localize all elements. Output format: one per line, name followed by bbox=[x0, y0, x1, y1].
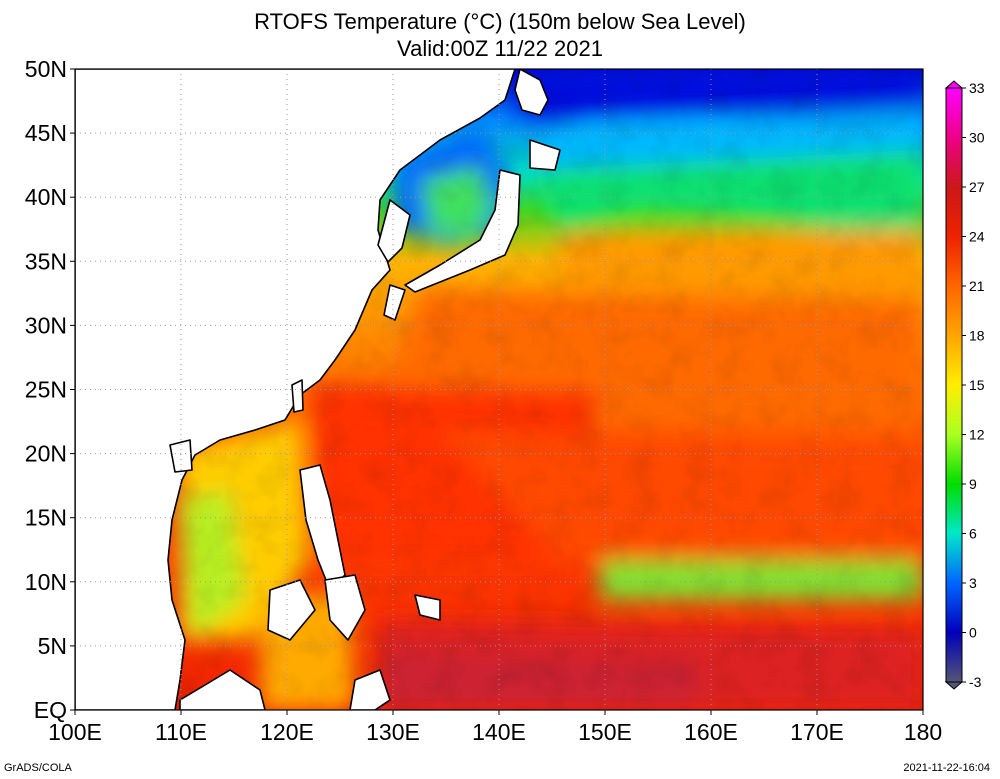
colorbar-label: 12 bbox=[969, 427, 985, 443]
lat-tick-label: 30N bbox=[25, 312, 67, 338]
lon-tick-label: 170E bbox=[790, 719, 844, 745]
lon-tick-label: 100E bbox=[48, 719, 102, 745]
lat-tick-label: 20N bbox=[25, 441, 67, 467]
colorbar-label: 24 bbox=[969, 229, 985, 245]
colorbar-min-arrow bbox=[944, 681, 964, 690]
lon-tick-label: 150E bbox=[578, 719, 632, 745]
longitude-axis: 100E 110E 120E 130E 140E 150E 160E 170E 180 bbox=[48, 710, 942, 745]
map-subtitle: Valid:00Z 11/22 2021 bbox=[397, 36, 603, 61]
lon-tick-label: 160E bbox=[684, 719, 738, 745]
colorbar-label: 33 bbox=[969, 80, 985, 96]
colorbar-label: -3 bbox=[969, 674, 982, 690]
colorbar-max-arrow bbox=[944, 80, 964, 89]
lat-tick-label: EQ bbox=[34, 697, 67, 723]
lat-tick-label: 5N bbox=[38, 633, 67, 659]
lat-tick-label: 10N bbox=[25, 569, 67, 595]
lon-tick-label: 130E bbox=[366, 719, 420, 745]
lon-tick-label: 110E bbox=[155, 719, 207, 745]
colorbar-label: 9 bbox=[969, 476, 977, 492]
colorbar-label: 21 bbox=[969, 278, 985, 294]
colorbar-label: 27 bbox=[969, 179, 985, 195]
footer-timestamp: 2021-11-22-16:04 bbox=[903, 762, 990, 774]
colorbar-label: 0 bbox=[969, 625, 977, 641]
lon-tick-label: 180 bbox=[904, 719, 942, 745]
lat-tick-label: 25N bbox=[25, 377, 67, 403]
lon-tick-label: 120E bbox=[260, 719, 314, 745]
colorbar-label: 6 bbox=[969, 526, 977, 542]
lat-tick-label: 15N bbox=[25, 505, 67, 531]
map-title: RTOFS Temperature (°C) (150m below Sea L… bbox=[254, 9, 746, 34]
lat-tick-label: 35N bbox=[25, 248, 67, 274]
colorbar-label: 30 bbox=[969, 130, 985, 146]
colorbar-label: 18 bbox=[969, 328, 985, 344]
colorbar-label: 15 bbox=[969, 377, 985, 393]
lon-tick-label: 140E bbox=[472, 719, 526, 745]
footer-credit: GrADS/COLA bbox=[4, 762, 72, 774]
lat-tick-label: 45N bbox=[25, 120, 67, 146]
colorbar-label: 3 bbox=[969, 575, 977, 591]
lat-tick-label: 40N bbox=[25, 184, 67, 210]
latitude-axis: EQ 5N 10N 15N 20N 25N 30N 35N 40N 45N 50N bbox=[25, 56, 75, 723]
graticule bbox=[75, 69, 923, 710]
colorbar-ramp bbox=[946, 88, 962, 682]
lat-tick-label: 50N bbox=[25, 56, 67, 82]
